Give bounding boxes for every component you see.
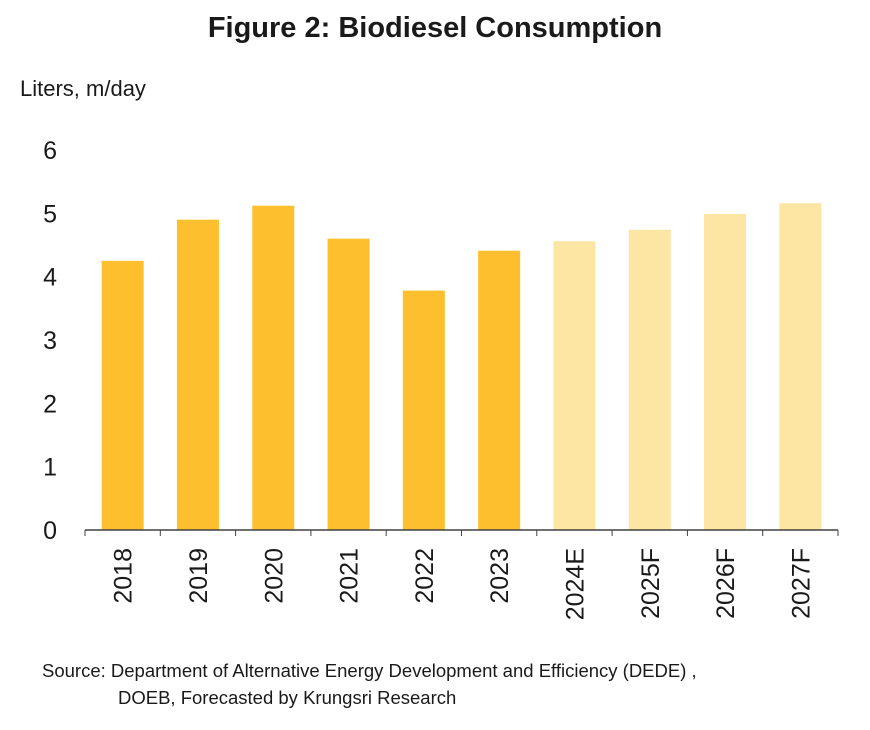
bar-2018 [101, 260, 144, 530]
x-tick-label-2025F: 2025F [637, 548, 665, 619]
bar-chart: 0 1 2 3 4 5 6 2018 2019 2020 2021 2022 2023 2024E 202… [43, 137, 839, 620]
y-tick-label: 4 [43, 264, 57, 292]
x-tick-label-2023: 2023 [486, 548, 514, 604]
y-tick-label: 3 [43, 327, 57, 355]
x-tick-label-2022: 2022 [411, 548, 439, 604]
bar-2024E [553, 241, 596, 530]
bar-2027F [779, 203, 822, 530]
x-tick-label-2024E: 2024E [561, 548, 589, 620]
bar-2020 [252, 205, 295, 530]
x-tick-label-2020: 2020 [260, 548, 288, 604]
bar-2022 [402, 290, 445, 530]
source-line-2: DOEB, Forecasted by Krungsri Research [118, 687, 457, 708]
x-tick-label-2026F: 2026F [712, 548, 740, 619]
source-note: Source: Department of Alternative Energy… [42, 657, 697, 711]
bars [101, 203, 822, 531]
bar-2019 [176, 219, 219, 530]
x-tick-label-2018: 2018 [110, 548, 138, 604]
x-tick-label-2021: 2021 [336, 548, 364, 604]
y-tick-label: 6 [43, 137, 57, 165]
chart-title: Figure 2: Biodiesel Consumption [207, 12, 663, 44]
bar-2021 [327, 238, 370, 530]
y-axis-ticks: 0 1 2 3 4 5 6 [43, 137, 57, 545]
x-tick-label-2027F: 2027F [787, 548, 815, 619]
y-tick-label: 5 [43, 200, 57, 228]
y-tick-label: 2 [43, 390, 57, 418]
y-tick-label: 0 [43, 517, 57, 545]
y-tick-label: 1 [43, 454, 57, 482]
bar-2026F [704, 213, 747, 530]
source-line-1: Source: Department of Alternative Energy… [42, 660, 697, 681]
x-tick-label-2019: 2019 [185, 548, 213, 604]
y-axis-unit-label: Liters, m/day [20, 76, 146, 101]
x-axis-ticks: 2018 2019 2020 2021 2022 2023 2024E 2025F 2026F 2… [84, 530, 839, 620]
bar-2023 [478, 250, 521, 530]
bar-2025F [628, 229, 671, 531]
